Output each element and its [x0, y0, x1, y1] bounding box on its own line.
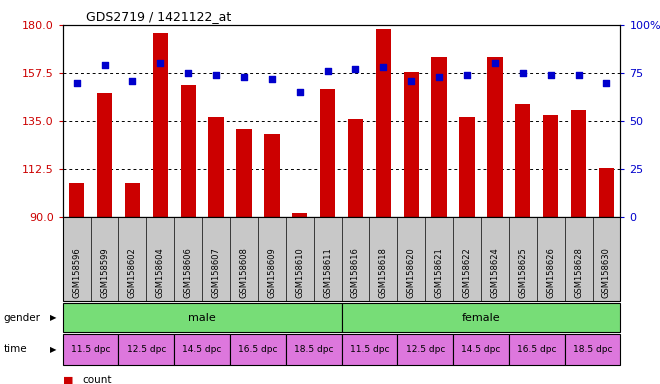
- Point: [462, 72, 473, 78]
- Text: GSM158602: GSM158602: [128, 247, 137, 298]
- Text: GSM158609: GSM158609: [267, 247, 277, 298]
- Text: GSM158607: GSM158607: [212, 247, 220, 298]
- Point: [406, 78, 416, 84]
- Text: 11.5 dpc: 11.5 dpc: [71, 345, 110, 354]
- Text: GSM158608: GSM158608: [240, 247, 248, 298]
- Bar: [292, 213, 308, 217]
- Point: [211, 72, 221, 78]
- Text: GSM158611: GSM158611: [323, 247, 332, 298]
- Point: [601, 79, 612, 86]
- Point: [183, 70, 193, 76]
- Text: 11.5 dpc: 11.5 dpc: [350, 345, 389, 354]
- Text: GSM158622: GSM158622: [463, 247, 471, 298]
- Text: GSM158616: GSM158616: [351, 247, 360, 298]
- Bar: [515, 104, 531, 217]
- Point: [267, 76, 277, 82]
- Text: GSM158606: GSM158606: [183, 247, 193, 298]
- Text: 12.5 dpc: 12.5 dpc: [405, 345, 445, 354]
- Text: GSM158596: GSM158596: [72, 247, 81, 298]
- Text: ▶: ▶: [50, 313, 56, 322]
- Text: GSM158628: GSM158628: [574, 247, 583, 298]
- Point: [378, 64, 389, 70]
- Bar: [599, 168, 614, 217]
- Text: 18.5 dpc: 18.5 dpc: [294, 345, 333, 354]
- Bar: [97, 93, 112, 217]
- Bar: [404, 72, 419, 217]
- Text: GSM158599: GSM158599: [100, 247, 109, 298]
- Text: GSM158620: GSM158620: [407, 247, 416, 298]
- Point: [434, 74, 444, 80]
- Text: GSM158630: GSM158630: [602, 247, 611, 298]
- Text: GSM158624: GSM158624: [490, 247, 500, 298]
- Bar: [69, 183, 84, 217]
- Text: ■: ■: [63, 375, 73, 384]
- Text: 18.5 dpc: 18.5 dpc: [573, 345, 612, 354]
- Point: [322, 68, 333, 74]
- Text: GDS2719 / 1421122_at: GDS2719 / 1421122_at: [86, 10, 231, 23]
- Point: [517, 70, 528, 76]
- Text: 14.5 dpc: 14.5 dpc: [461, 345, 501, 354]
- Text: 12.5 dpc: 12.5 dpc: [127, 345, 166, 354]
- Text: GSM158610: GSM158610: [295, 247, 304, 298]
- Point: [155, 60, 166, 66]
- Bar: [152, 33, 168, 217]
- Text: GSM158621: GSM158621: [435, 247, 444, 298]
- Bar: [487, 57, 502, 217]
- Point: [99, 62, 110, 68]
- Point: [294, 89, 305, 95]
- Bar: [125, 183, 140, 217]
- Bar: [264, 134, 279, 217]
- Text: GSM158618: GSM158618: [379, 247, 388, 298]
- Text: ▶: ▶: [50, 345, 56, 354]
- Text: gender: gender: [3, 313, 40, 323]
- Bar: [376, 29, 391, 217]
- Bar: [209, 117, 224, 217]
- Point: [545, 72, 556, 78]
- Text: female: female: [461, 313, 500, 323]
- Text: time: time: [3, 344, 27, 354]
- Bar: [320, 89, 335, 217]
- Text: 16.5 dpc: 16.5 dpc: [238, 345, 278, 354]
- Bar: [348, 119, 363, 217]
- Text: GSM158604: GSM158604: [156, 247, 165, 298]
- Point: [127, 78, 138, 84]
- Text: GSM158626: GSM158626: [546, 247, 555, 298]
- Bar: [459, 117, 475, 217]
- Point: [239, 74, 249, 80]
- Text: count: count: [82, 375, 112, 384]
- Bar: [236, 129, 251, 217]
- Text: 14.5 dpc: 14.5 dpc: [182, 345, 222, 354]
- Bar: [181, 85, 196, 217]
- Point: [71, 79, 82, 86]
- Point: [350, 66, 361, 72]
- Bar: [543, 114, 558, 217]
- Point: [490, 60, 500, 66]
- Text: male: male: [188, 313, 216, 323]
- Bar: [432, 57, 447, 217]
- Text: GSM158625: GSM158625: [518, 247, 527, 298]
- Text: 16.5 dpc: 16.5 dpc: [517, 345, 556, 354]
- Bar: [571, 110, 586, 217]
- Point: [574, 72, 584, 78]
